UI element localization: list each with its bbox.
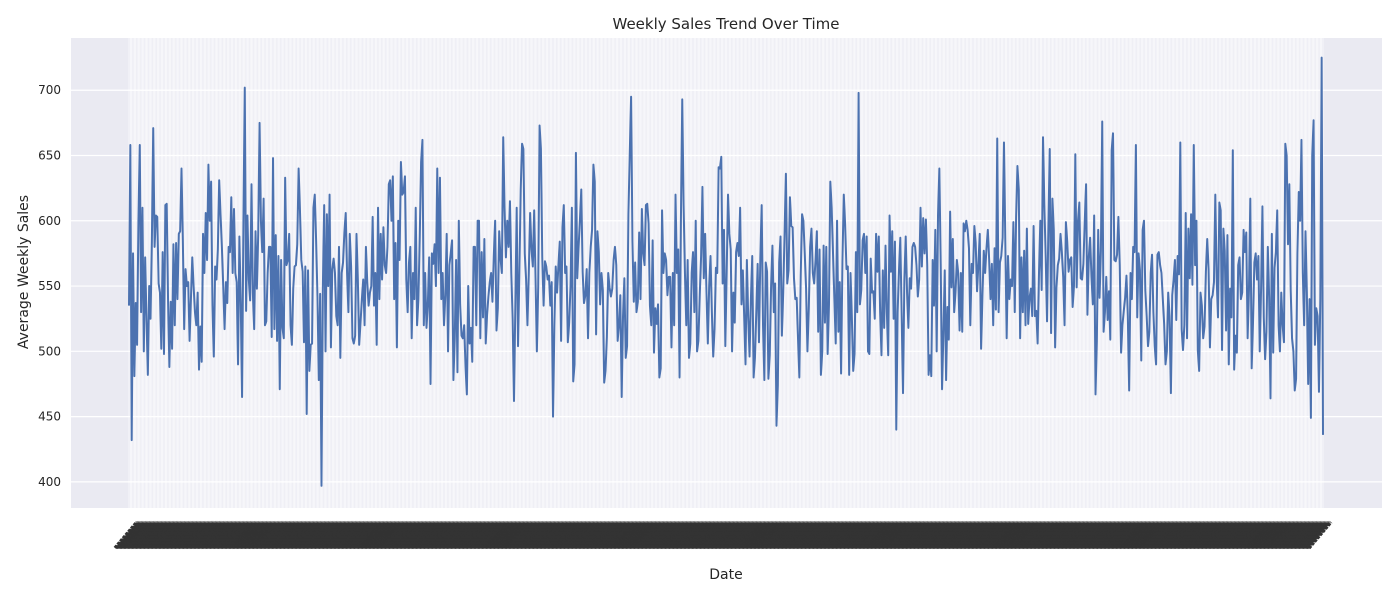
- x-axis-label: Date: [709, 567, 742, 583]
- y-tick-label: 650: [38, 149, 61, 163]
- x-axis-ticks: [113, 520, 1333, 550]
- y-tick-label: 450: [38, 410, 61, 424]
- y-axis-ticks: 400 450 500 550 600 650 700: [38, 83, 61, 489]
- chart-title: Weekly Sales Trend Over Time: [613, 15, 840, 33]
- y-tick-label: 700: [38, 83, 61, 97]
- x-tick-label: [1307, 520, 1333, 550]
- y-tick-label: 500: [38, 344, 61, 358]
- y-tick-label: 400: [38, 475, 61, 489]
- y-tick-label: 550: [38, 279, 61, 293]
- y-axis-label: Average Weekly Sales: [16, 195, 32, 349]
- y-tick-label: 600: [38, 214, 61, 228]
- series-line-weekly-sales: [128, 56, 1324, 487]
